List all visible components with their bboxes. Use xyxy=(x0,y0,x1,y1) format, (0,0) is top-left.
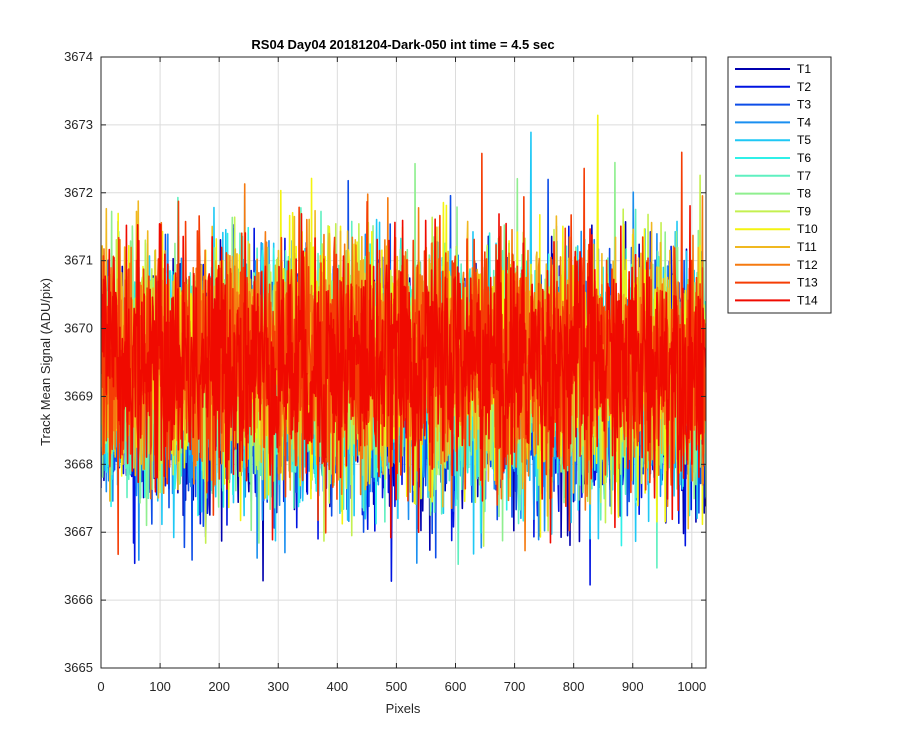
legend-label: T13 xyxy=(797,276,818,290)
x-tick-label: 600 xyxy=(445,679,467,694)
y-tick-label: 3670 xyxy=(64,321,93,336)
legend-item-t5[interactable]: T5 xyxy=(735,133,811,147)
legend-label: T7 xyxy=(797,169,811,183)
y-tick-label: 3668 xyxy=(64,456,93,471)
legend-label: T11 xyxy=(797,240,817,254)
series-layer xyxy=(101,114,706,586)
y-tick-label: 3674 xyxy=(64,49,93,64)
x-tick-label: 1000 xyxy=(677,679,706,694)
legend-item-t4[interactable]: T4 xyxy=(735,115,811,129)
x-tick-label: 400 xyxy=(326,679,348,694)
legend-item-t10[interactable]: T10 xyxy=(735,222,818,236)
legend-item-t12[interactable]: T12 xyxy=(735,258,818,272)
x-tick-label: 100 xyxy=(149,679,171,694)
legend-item-t13[interactable]: T13 xyxy=(735,276,818,290)
x-tick-label: 900 xyxy=(622,679,644,694)
legend-label: T10 xyxy=(797,222,818,236)
legend-label: T9 xyxy=(797,204,811,218)
x-tick-label: 300 xyxy=(267,679,289,694)
y-axis-label: Track Mean Signal (ADU/pix) xyxy=(38,278,53,446)
legend-items: T1 T2 T3 T4 T5 T6 T7 T8 T9 T10 T11 T12 T13 T14 xyxy=(735,62,818,307)
y-tick-label: 3666 xyxy=(64,592,93,607)
legend-label: T3 xyxy=(797,98,811,112)
legend-item-t8[interactable]: T8 xyxy=(735,187,811,201)
legend-item-t9[interactable]: T9 xyxy=(735,204,811,218)
x-tick-label: 700 xyxy=(504,679,526,694)
y-tick-label: 3669 xyxy=(64,388,93,403)
legend-item-t14[interactable]: T14 xyxy=(735,293,818,307)
y-tick-label: 3667 xyxy=(64,524,93,539)
x-tick-label: 500 xyxy=(386,679,408,694)
series-line-t14 xyxy=(101,204,706,544)
legend-item-t6[interactable]: T6 xyxy=(735,151,811,165)
legend-label: T5 xyxy=(797,133,811,147)
legend-item-t7[interactable]: T7 xyxy=(735,169,811,183)
x-tick-label: 800 xyxy=(563,679,585,694)
x-axis-label: Pixels xyxy=(386,701,421,716)
legend-label: T2 xyxy=(797,80,811,94)
legend[interactable]: T1 T2 T3 T4 T5 T6 T7 T8 T9 T10 T11 T12 T13 T14 xyxy=(727,56,832,314)
x-tick-label: 200 xyxy=(208,679,230,694)
plot-area xyxy=(101,114,706,586)
legend-label: T1 xyxy=(797,62,811,76)
y-tick-label: 3671 xyxy=(64,253,93,268)
legend-label: T4 xyxy=(797,115,811,129)
legend-label: T12 xyxy=(797,258,818,272)
legend-label: T6 xyxy=(797,151,811,165)
legend-item-t2[interactable]: T2 xyxy=(735,80,811,94)
legend-label: T14 xyxy=(797,293,818,307)
y-tick-label: 3673 xyxy=(64,117,93,132)
y-tick-label: 3672 xyxy=(64,185,93,200)
ticks: 0 100 200 300 400 500 600 700 800 900 1000 3665 3666… xyxy=(64,49,706,694)
x-tick-label: 0 xyxy=(97,679,104,694)
plot-frame xyxy=(100,56,707,669)
chart-title: RS04 Day04 20181204-Dark-050 int time = … xyxy=(251,37,554,52)
legend-item-t3[interactable]: T3 xyxy=(735,98,811,112)
legend-box xyxy=(727,56,832,314)
legend-item-t11[interactable]: T11 xyxy=(735,240,817,254)
legend-item-t1[interactable]: T1 xyxy=(735,62,811,76)
y-tick-label: 3665 xyxy=(64,660,93,675)
legend-label: T8 xyxy=(797,187,811,201)
